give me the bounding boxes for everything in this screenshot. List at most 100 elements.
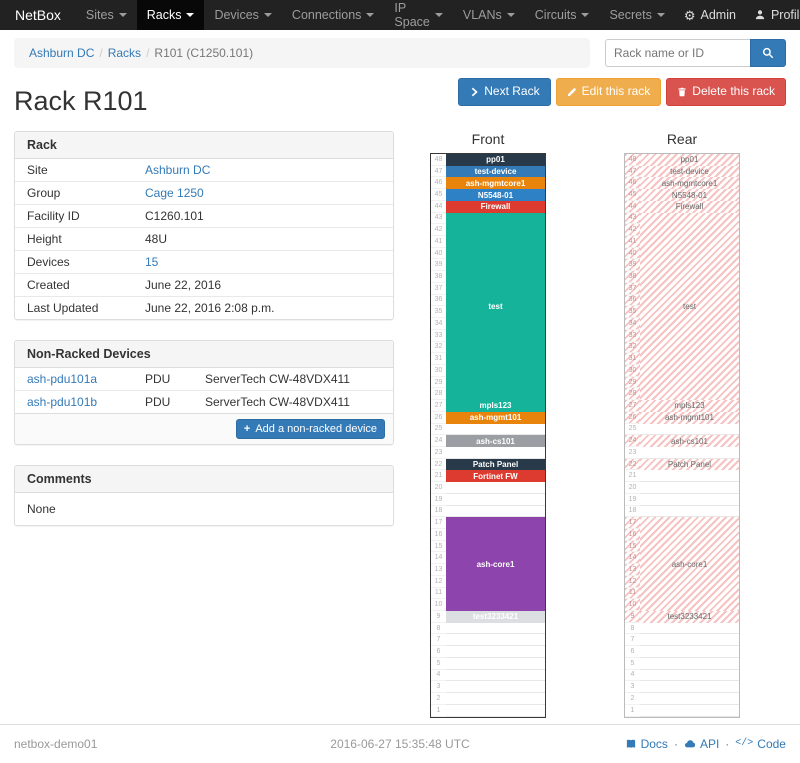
rack-unit-number: 41: [431, 236, 446, 248]
rack-unit-number: 1: [625, 705, 640, 717]
rack-unit-number: 25: [625, 424, 640, 436]
footer-link-code[interactable]: </> Code: [735, 736, 786, 751]
rack-device-front[interactable]: ash-mgmtcore1: [446, 177, 545, 190]
rack-unit-number: 33: [431, 330, 446, 342]
rack-device-front[interactable]: ash-core1: [446, 517, 545, 612]
nav-item-sites[interactable]: Sites: [76, 0, 137, 30]
breadcrumb-item[interactable]: Ashburn DC: [29, 46, 95, 60]
attr-value-link[interactable]: Cage 1250: [145, 186, 204, 200]
edit-rack-button[interactable]: Edit this rack: [555, 78, 662, 106]
non-racked-panel-title: Non-Racked Devices: [15, 341, 393, 368]
rack-device-front[interactable]: test: [446, 212, 545, 401]
rack-unit-number: 13: [625, 564, 640, 576]
rack-device-rear[interactable]: mpls123: [640, 400, 739, 412]
attr-value-link[interactable]: 15: [145, 255, 159, 269]
nav-item-profile[interactable]: Profile: [745, 8, 800, 22]
rear-elevation: Rear 48 47 46 45 44 43 42 41 40 39 38 37 36 35 34 33 32 3…: [624, 131, 740, 718]
rack-unit-number: 34: [431, 318, 446, 330]
rack-device-rear[interactable]: Firewall: [640, 200, 739, 213]
nav-item-secrets[interactable]: Secrets: [599, 0, 674, 30]
rack-device-rear[interactable]: test3233421: [640, 611, 739, 623]
next-rack-button[interactable]: Next Rack: [458, 78, 551, 106]
rack-unit-number: 13: [431, 564, 446, 576]
device-name[interactable]: ash-pdu101a: [27, 372, 98, 386]
rack-unit-empty: [640, 670, 739, 682]
device-role: PDU: [145, 372, 171, 386]
rack-device-rear[interactable]: pp01: [640, 154, 739, 166]
rack-unit-empty: [446, 658, 545, 670]
attr-value[interactable]: Cage 1250: [133, 181, 393, 205]
rack-unit-number: 33: [625, 329, 640, 342]
caret-down-icon: [656, 13, 665, 17]
nav-item-racks[interactable]: Racks: [136, 0, 205, 30]
rack-unit-number: 47: [431, 166, 446, 178]
non-racked-device-row: ash-pdu101b PDU ServerTech CW-48VDX411: [15, 390, 393, 413]
rack-device-rear[interactable]: Patch Panel: [640, 458, 739, 471]
delete-rack-label: Delete this rack: [692, 84, 775, 98]
rack-unit-number: 14: [431, 552, 446, 565]
device-name[interactable]: ash-pdu101b: [15, 390, 133, 413]
rack-info-row: Facility ID C1260.101: [15, 204, 393, 228]
add-non-racked-device-button[interactable]: + Add a non-racked device: [235, 419, 385, 440]
rack-unit-number: 12: [431, 576, 446, 588]
attr-value[interactable]: 15: [133, 250, 393, 274]
rack-unit-number: 17: [431, 517, 446, 529]
rack-device-front[interactable]: test3233421: [446, 611, 545, 623]
rack-device-front[interactable]: ash-cs101: [446, 435, 545, 447]
attr-value[interactable]: Ashburn DC: [133, 159, 393, 182]
delete-rack-button[interactable]: Delete this rack: [666, 78, 786, 106]
footer-link-separator: ·: [673, 736, 678, 751]
rack-unit-number: 43: [625, 212, 640, 225]
rack-device-front[interactable]: Patch Panel: [446, 458, 545, 471]
rack-device-front[interactable]: pp01: [446, 154, 545, 166]
rack-unit-number: 14: [625, 552, 640, 565]
comments-panel-title: Comments: [15, 466, 393, 494]
attr-value-link[interactable]: Ashburn DC: [145, 163, 211, 177]
rack-device-rear[interactable]: N5548-01: [640, 189, 739, 201]
nav-item-vlans[interactable]: VLANs: [453, 0, 525, 30]
search-button[interactable]: [750, 39, 786, 67]
nav-item-devices[interactable]: Devices: [204, 0, 281, 30]
nav-item-circuits[interactable]: Circuits: [525, 0, 600, 30]
footer-timestamp: 2016-06-27 15:35:48 UTC: [330, 736, 470, 751]
nav-item-connections[interactable]: Connections: [282, 0, 385, 30]
caret-down-icon: [581, 13, 590, 17]
rack-device-rear[interactable]: ash-cs101: [640, 435, 739, 447]
book-icon: [626, 739, 635, 748]
nav-menu: Sites Racks Devices Connections IP Space VLAN…: [76, 0, 675, 30]
rack-unit-empty: [640, 494, 739, 506]
rack-device-front[interactable]: mpls123: [446, 400, 545, 412]
rack-device-front[interactable]: test-device: [446, 165, 545, 178]
caret-down-icon: [434, 13, 443, 17]
rack-device-rear[interactable]: ash-mgmt101: [640, 411, 739, 424]
rack-device-front[interactable]: ash-mgmt101: [446, 411, 545, 424]
rack-unit-number: 9: [431, 611, 446, 623]
footer-link-api[interactable]: API: [684, 737, 719, 751]
rack-device-front[interactable]: Firewall: [446, 200, 545, 213]
page-title: Rack R101: [14, 86, 148, 116]
rack-unit-number: 15: [431, 541, 446, 553]
search-input[interactable]: [605, 39, 750, 67]
nav-item-ip-space[interactable]: IP Space: [384, 0, 452, 30]
rack-device-front[interactable]: Fortinet FW: [446, 470, 545, 483]
rack-unit-number: 46: [431, 177, 446, 190]
rack-search: [605, 39, 786, 67]
nav-item-admin[interactable]: ⚙ Admin: [683, 7, 736, 23]
breadcrumb-item[interactable]: Racks: [107, 46, 142, 60]
rack-unit-number: 16: [431, 529, 446, 541]
footer-link-docs[interactable]: Docs: [625, 737, 668, 751]
rack-device-rear[interactable]: ash-mgmtcore1: [640, 177, 739, 190]
rack-unit-number: 9: [625, 611, 640, 623]
rack-device-rear[interactable]: test: [640, 212, 739, 401]
caret-down-icon: [506, 13, 515, 17]
attr-value: June 22, 2016: [133, 273, 393, 297]
rack-unit-number: 17: [625, 517, 640, 529]
rack-device-rear[interactable]: test-device: [640, 165, 739, 178]
rack-unit-number: 34: [625, 318, 640, 330]
rack-device-rear[interactable]: ash-core1: [640, 517, 739, 612]
rack-unit-number: 5: [431, 658, 446, 670]
navbar-brand[interactable]: NetBox: [15, 7, 61, 23]
breadcrumb: Ashburn DC / Racks / R101 (C1250.101): [14, 38, 590, 68]
rack-device-front[interactable]: N5548-01: [446, 189, 545, 201]
rack-unit-number: 4: [431, 670, 446, 682]
